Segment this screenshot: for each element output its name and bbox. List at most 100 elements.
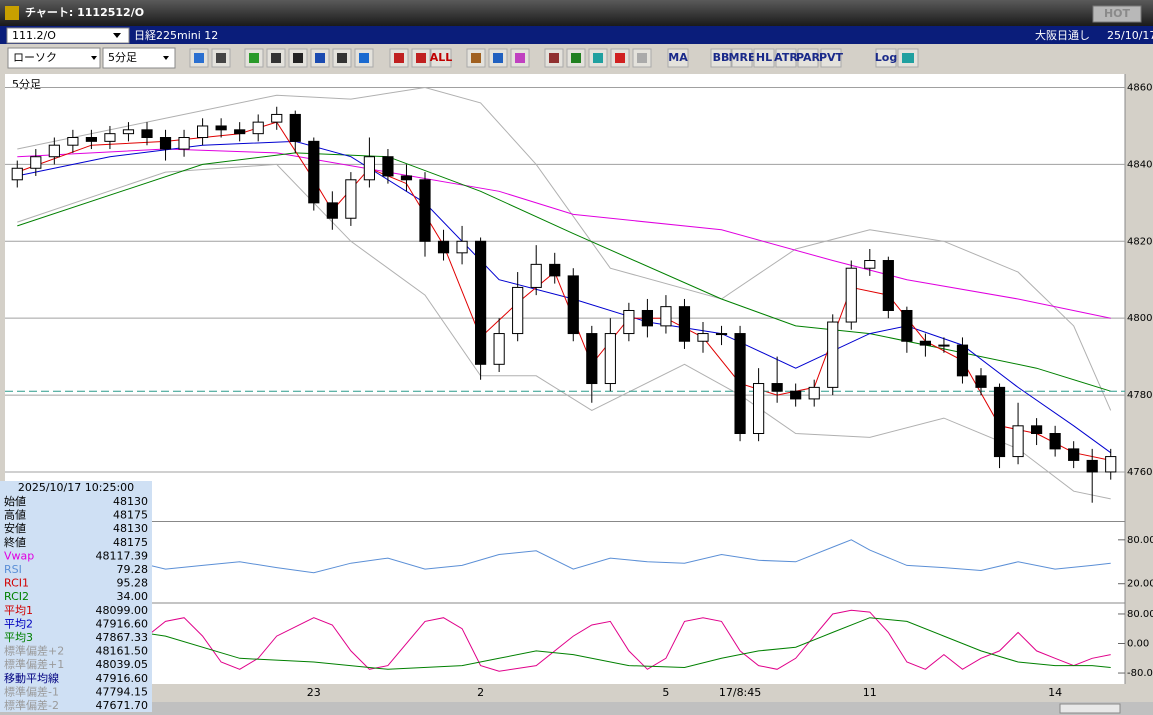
candle-body: [1068, 448, 1080, 461]
readout-value: 95.28: [117, 577, 149, 590]
candle-body: [475, 240, 487, 365]
dropdown-arrow: [91, 56, 97, 60]
scroll-thumb[interactable]: [1059, 703, 1121, 714]
readout-value: 47916.60: [96, 617, 149, 630]
candle-body: [567, 275, 579, 335]
series-line: [17, 609, 1111, 672]
button-label[interactable]: ALL: [430, 51, 453, 64]
x-tick-label: 14: [1048, 686, 1062, 699]
candle-body: [1031, 425, 1043, 435]
candle-body: [827, 321, 839, 388]
toolbar-button[interactable]: [430, 48, 452, 68]
window-title: チャート: 1112512/O: [25, 6, 144, 19]
toolbar-button[interactable]: [667, 48, 689, 68]
candle-body: [141, 129, 153, 139]
icon-glyph: [315, 53, 325, 63]
icon-glyph: [416, 53, 426, 63]
period[interactable]: 5分足: [108, 51, 137, 64]
icon-glyph: [637, 53, 647, 63]
y-tick-label: 48400: [1127, 159, 1153, 170]
plots: 47600 47800 48000 48200 48400 48600 23 2 5 17/8:4…: [5, 83, 1153, 699]
y-tick-label: -80.0: [1127, 668, 1153, 679]
app-icon: [5, 6, 19, 20]
toolbar-button[interactable]: [753, 48, 775, 68]
readout-label: RCI2: [4, 590, 29, 603]
chart-kind-select[interactable]: [7, 47, 101, 69]
candle-body: [901, 309, 913, 342]
icon-glyph: [549, 53, 559, 63]
symbol[interactable]: 111.2/O: [12, 29, 56, 42]
icon-glyph: [194, 53, 204, 63]
button-label[interactable]: Log: [875, 51, 897, 64]
candle-body: [308, 140, 320, 204]
candle-body: [549, 263, 561, 277]
toolbar-button[interactable]: [875, 48, 897, 68]
toolbar-button[interactable]: [797, 48, 819, 68]
readout-value: 48130: [113, 522, 148, 535]
candle-body: [104, 133, 116, 142]
icon-glyph: [216, 53, 226, 63]
button-label[interactable]: PVT: [819, 51, 844, 64]
candle-body: [122, 129, 135, 135]
readout-value: 48130: [113, 495, 148, 508]
button-label[interactable]: PAR: [796, 51, 821, 64]
candle-body: [252, 121, 264, 135]
button-label[interactable]: ATR: [774, 51, 798, 64]
icon-glyph: [902, 53, 914, 63]
icon-glyph: [271, 53, 281, 63]
readout-value: 48175: [113, 536, 148, 549]
readout-label: 平均2: [4, 616, 33, 630]
readout-value: 79.28: [117, 563, 149, 576]
button-label[interactable]: MRE: [729, 51, 756, 64]
candle-body: [456, 240, 468, 254]
candle-body: [437, 240, 450, 254]
candle-body: [771, 383, 783, 392]
candle-body: [753, 383, 765, 435]
toolbar-button[interactable]: [731, 48, 753, 68]
series-line: [17, 539, 1111, 574]
button-label[interactable]: MA: [668, 51, 688, 64]
readout-value: 47916.60: [96, 672, 149, 685]
symbol-bar: [0, 26, 1153, 44]
readout-value: 48175: [113, 509, 148, 522]
date: 25/10/17: [1107, 29, 1153, 42]
readout-label: 平均3: [4, 630, 33, 644]
readout-value: 47794.15: [96, 685, 149, 698]
plot-area: [5, 74, 1125, 684]
button-label[interactable]: BB: [713, 51, 730, 64]
y-tick-label: 48000: [1127, 313, 1153, 324]
candle-body: [271, 113, 283, 123]
y-tick-label: 47800: [1127, 390, 1153, 401]
hot-label[interactable]: HOT: [1104, 7, 1131, 20]
icon-glyph: [359, 53, 369, 63]
dropdown-arrow: [163, 56, 169, 60]
readout-label: RCI1: [4, 577, 29, 590]
icon-glyph: [471, 53, 481, 63]
toolbar-button[interactable]: [775, 48, 797, 68]
panel-label: 5分足: [12, 78, 41, 91]
candle-body: [400, 175, 413, 181]
icon-glyph: [571, 53, 581, 63]
toolbar-button[interactable]: [710, 48, 732, 68]
x-tick-label: 5: [662, 686, 669, 699]
scrollbar[interactable]: [0, 702, 1153, 715]
candle-body: [1105, 456, 1117, 473]
chart-kind[interactable]: ローソク: [13, 51, 57, 64]
x-tick-label: 17/8:45: [719, 686, 761, 699]
indicator-line: [17, 148, 1111, 319]
symbol-select[interactable]: [6, 27, 130, 44]
hot-button[interactable]: [1092, 5, 1142, 23]
candle-body: [289, 113, 301, 142]
readout-value: 48039.05: [96, 658, 149, 671]
icon-glyph: [337, 53, 347, 63]
candle-body: [623, 309, 635, 335]
x-axis-bar: [0, 684, 1153, 702]
candle-body: [808, 386, 820, 400]
toolbar-button[interactable]: [820, 48, 842, 68]
button-label[interactable]: HL: [756, 51, 772, 64]
candle-body: [326, 202, 338, 219]
period-select[interactable]: [102, 47, 176, 69]
